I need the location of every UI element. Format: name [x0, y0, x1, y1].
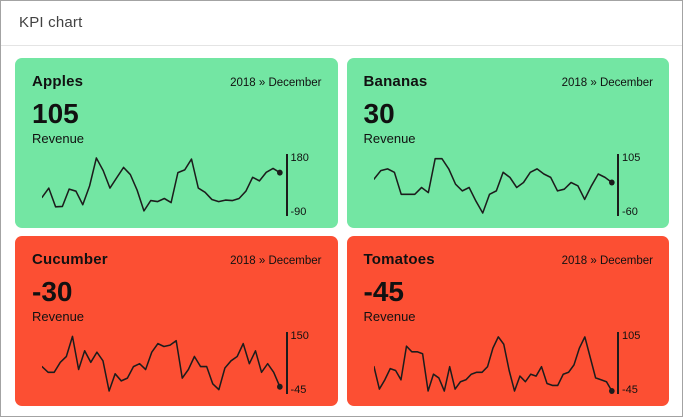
- y-axis: 150 -45: [285, 330, 322, 396]
- sparkline-svg: [373, 157, 615, 214]
- sparkline-path: [373, 157, 613, 214]
- page-title: KPI chart: [19, 14, 83, 31]
- card-period: 2018 » December: [561, 77, 653, 89]
- y-axis-min-label: -60: [622, 206, 638, 218]
- sparkline-chart: 105 -45: [364, 330, 654, 396]
- y-axis: 180 -90: [285, 152, 322, 218]
- sparkline-last-point-dot: [277, 169, 283, 176]
- kpi-value: -45: [363, 276, 404, 307]
- sparkline-last-point-dot: [277, 383, 283, 390]
- card-title: Tomatoes: [363, 251, 435, 268]
- sparkline-path: [373, 336, 613, 392]
- card-title: Cucumber: [32, 251, 108, 268]
- y-axis-max-label: 180: [290, 152, 309, 164]
- sparkline-chart: 150 -45: [32, 330, 322, 396]
- kpi-metric-label: Revenue: [32, 131, 85, 146]
- y-axis-max-label: 150: [290, 330, 309, 342]
- y-axis-max-label: 105: [622, 152, 641, 164]
- page-header: KPI chart: [1, 1, 682, 46]
- sparkline-last-point-dot: [608, 179, 615, 186]
- sparkline-svg: [373, 336, 615, 394]
- card-header: Bananas 2018 » December: [364, 73, 654, 90]
- card-header: Cucumber 2018 » December: [32, 251, 322, 268]
- y-axis-min-label: -45: [622, 384, 638, 396]
- sparkline-chart: 105 -60: [364, 152, 654, 218]
- kpi-card-apples[interactable]: Apples 2018 » December 105 Revenue 180 -…: [15, 58, 338, 228]
- kpi-metric-label: Revenue: [363, 131, 416, 146]
- card-period: 2018 » December: [230, 77, 322, 89]
- kpi-metric-label: Revenue: [363, 309, 416, 324]
- kpi-value: 105: [32, 98, 79, 129]
- y-axis-min-label: -90: [290, 206, 307, 218]
- kpi-cards-grid: Apples 2018 » December 105 Revenue 180 -…: [1, 46, 682, 406]
- sparkline-chart: 180 -90: [32, 152, 322, 218]
- sparkline-svg: [42, 157, 283, 212]
- sparkline-path: [42, 157, 281, 212]
- kpi-value: 30: [363, 98, 395, 129]
- kpi-card-bananas[interactable]: Bananas 2018 » December 30 Revenue 105 -…: [346, 58, 669, 228]
- card-title: Apples: [32, 73, 84, 90]
- y-axis-max-label: 105: [622, 330, 641, 342]
- card-period: 2018 » December: [561, 255, 653, 267]
- kpi-card-tomatoes[interactable]: Tomatoes 2018 » December -45 Revenue 105…: [346, 236, 669, 406]
- sparkline-svg: [42, 335, 283, 392]
- card-title: Bananas: [363, 73, 428, 90]
- y-axis: 105 -60: [617, 152, 653, 218]
- card-period: 2018 » December: [230, 255, 322, 267]
- y-axis: 105 -45: [617, 330, 653, 396]
- kpi-card-cucumber[interactable]: Cucumber 2018 » December -30 Revenue 150…: [15, 236, 338, 406]
- kpi-value: -30: [32, 276, 73, 307]
- sparkline-last-point-dot: [608, 388, 615, 394]
- card-header: Tomatoes 2018 » December: [364, 251, 654, 268]
- y-axis-min-label: -45: [290, 384, 307, 396]
- card-header: Apples 2018 » December: [32, 73, 322, 90]
- sparkline-path: [42, 335, 281, 392]
- kpi-metric-label: Revenue: [32, 309, 85, 324]
